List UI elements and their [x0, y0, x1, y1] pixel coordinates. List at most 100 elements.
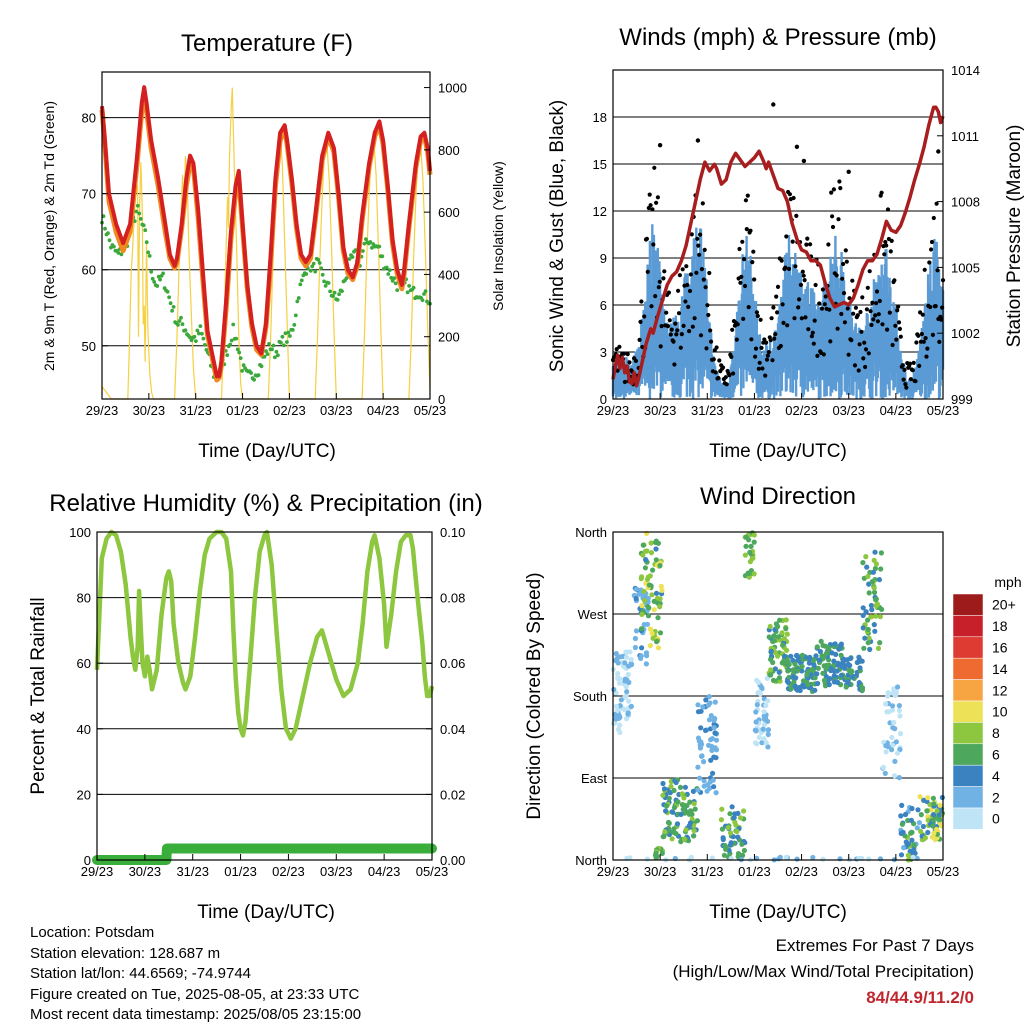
gust-point: [786, 266, 792, 271]
wind-direction-point: [671, 805, 678, 811]
dewpoint-point: [319, 266, 324, 271]
dewpoint-point: [240, 369, 245, 373]
dewpoint-point: [384, 265, 389, 270]
gust-point: [925, 346, 930, 351]
wind-direction-point: [918, 828, 924, 835]
gust-point: [708, 328, 713, 333]
wind-direction-point: [805, 681, 811, 688]
humidity-x-tick-label: 05/23: [416, 864, 449, 879]
gust-point: [830, 214, 835, 219]
wind-direction-point: [812, 675, 818, 681]
wind-direction-point: [909, 805, 915, 812]
dewpoint-point: [377, 244, 382, 249]
dewpoint-point: [422, 292, 426, 296]
legend-label: 0: [992, 811, 1000, 827]
gust-point: [690, 324, 695, 329]
wind-direction-point: [746, 570, 752, 577]
wind-direction-point: [872, 549, 878, 555]
wind-direction-point: [930, 823, 936, 829]
wind-direction-point: [920, 823, 927, 830]
humidity-y-tick-label: 80: [77, 591, 91, 606]
gust-point: [751, 249, 756, 254]
wind-direction-point: [816, 657, 822, 663]
humidity-x-tick-label: 30/23: [129, 864, 162, 879]
direction-y-tick-label: East: [581, 771, 607, 786]
wind-direction-point: [863, 609, 869, 615]
wind-direction-point: [701, 783, 707, 789]
dewpoint-point: [252, 377, 256, 382]
legend-label: 20+: [992, 597, 1016, 613]
gust-point: [642, 314, 647, 319]
winds-y-tick-label: 18: [593, 110, 607, 125]
dewpoint-point: [271, 343, 276, 348]
gust-point: [771, 102, 776, 107]
gust-point: [666, 290, 672, 295]
wind-direction-point: [718, 817, 725, 823]
wind-direction-point: [627, 855, 633, 861]
temperature-title: Temperature (F): [181, 30, 353, 57]
wind-direction-point: [899, 821, 906, 827]
wind-direction-point: [625, 671, 631, 678]
humidity-title: Relative Humidity (%) & Precipitation (i…: [49, 490, 482, 517]
gust-point: [657, 143, 663, 148]
wind-direction-point: [809, 666, 815, 672]
wind-direction-point: [856, 680, 862, 686]
gust-point: [903, 382, 908, 387]
gust-point: [664, 310, 669, 315]
wind-direction-point: [777, 617, 783, 623]
extremes-title: Extremes For Past 7 Days: [775, 936, 974, 955]
wind-direction-point: [786, 674, 792, 680]
wind-direction-point: [817, 649, 824, 655]
dewpoint-point: [311, 261, 316, 266]
humidity-y2-tick-label: 0.08: [440, 591, 465, 606]
wind-direction-point: [633, 586, 639, 592]
gust-point: [837, 179, 842, 184]
gust-point: [716, 375, 721, 381]
wind-direction-point: [646, 605, 652, 611]
humidity-plot-frame: [96, 531, 433, 861]
wind-direction-point: [666, 820, 672, 826]
temperature-plot-frame: [101, 71, 431, 400]
temperature-y-label-left: 2m & 9m T (Red, Orange) & 2m Td (Green): [41, 101, 57, 371]
wind-direction-point: [649, 630, 655, 637]
wind-direction-point: [831, 673, 837, 679]
wind-direction-point: [681, 836, 688, 842]
wind-direction-point: [783, 617, 789, 623]
wind-direction-point: [837, 643, 844, 649]
dewpoint-point: [183, 328, 188, 333]
wind-direction-point: [792, 661, 798, 667]
wind-direction-point: [892, 773, 898, 779]
dewpoint-point: [180, 322, 185, 327]
gust-point: [870, 300, 875, 305]
dewpoint-point: [106, 231, 110, 236]
wind-direction-point: [767, 672, 774, 678]
gust-point: [883, 239, 888, 245]
legend-label: 18: [992, 618, 1008, 634]
gust-point: [662, 269, 667, 274]
gust-point: [877, 298, 882, 304]
gust-point: [796, 305, 801, 310]
gust-point: [889, 238, 894, 243]
dewpoint-point: [138, 217, 143, 221]
winds-y2-tick-label: 1002: [951, 326, 980, 341]
wind-direction-point: [739, 841, 745, 847]
wind-direction-point: [735, 834, 741, 840]
gust-point: [829, 190, 834, 195]
gust-point: [839, 311, 844, 317]
wind-direction-point: [655, 645, 662, 651]
humidity-y2-tick-label: 0.06: [440, 656, 465, 671]
gust-point: [929, 247, 934, 252]
direction-x-tick-label: 05/23: [927, 864, 960, 879]
gust-point: [805, 236, 810, 241]
winds-x-label: Time (Day/UTC): [709, 441, 847, 462]
wind-direction-point: [869, 579, 875, 585]
wind-direction-point: [857, 665, 863, 671]
wind-direction-point: [632, 635, 639, 642]
gust-point: [874, 301, 879, 306]
dewpoint-point: [267, 342, 271, 346]
gust-point: [885, 207, 891, 212]
wind-direction-point: [708, 757, 714, 763]
gust-point: [649, 304, 654, 309]
gust-point: [742, 257, 747, 262]
wind-direction-point: [654, 639, 660, 645]
